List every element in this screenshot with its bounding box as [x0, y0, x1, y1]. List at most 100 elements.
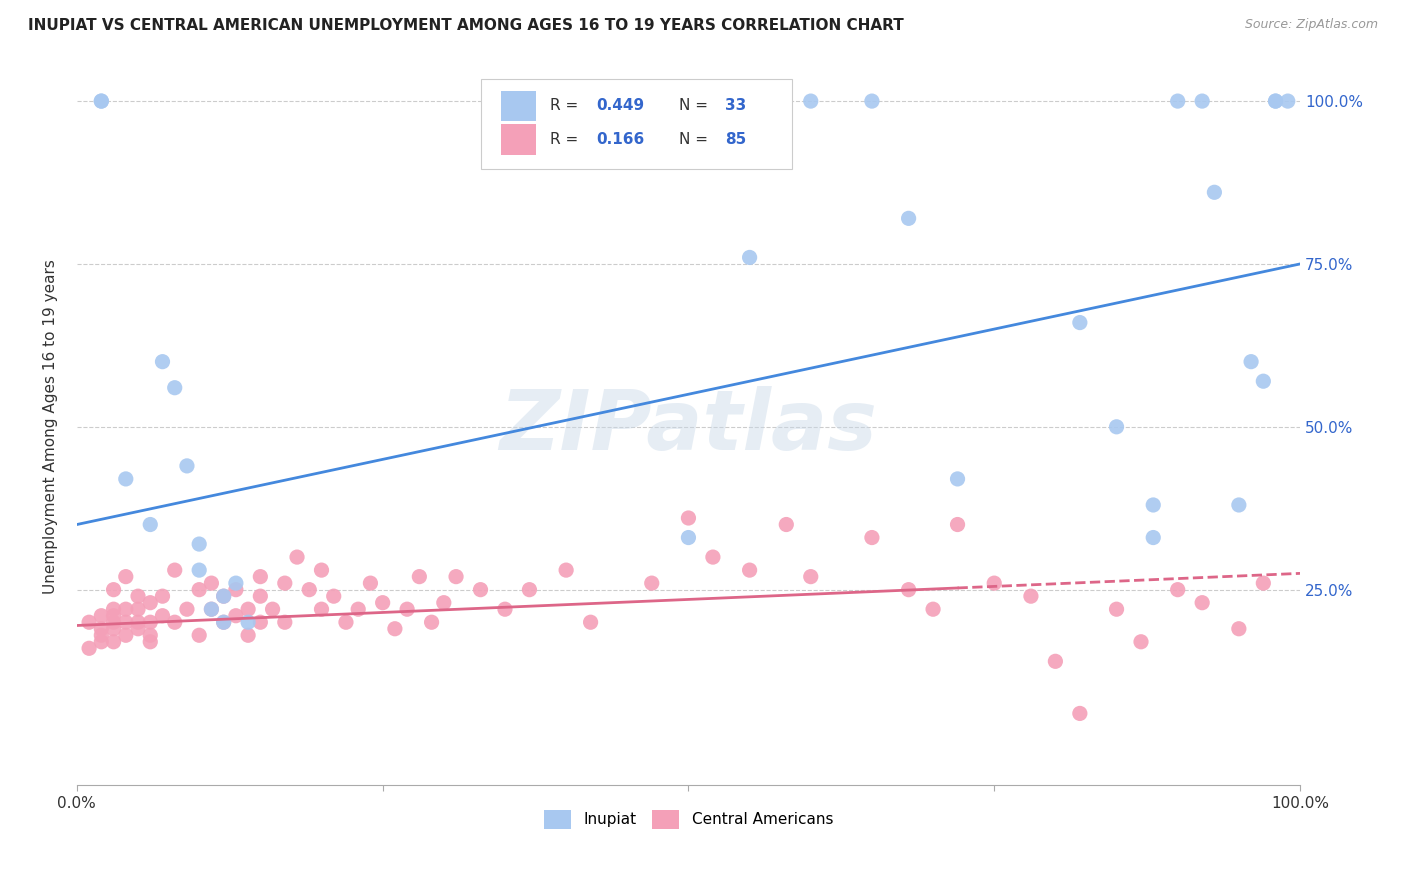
Point: [212, 589, 235, 603]
Point: [738, 563, 761, 577]
Text: 33: 33: [725, 98, 747, 113]
Point: [897, 582, 920, 597]
Point: [1253, 576, 1275, 591]
Point: [212, 615, 235, 630]
Point: [494, 602, 516, 616]
Point: [1045, 654, 1067, 668]
Text: R =: R =: [550, 132, 583, 147]
Point: [470, 582, 492, 597]
Point: [1277, 94, 1299, 108]
Point: [262, 602, 284, 616]
Point: [1069, 706, 1091, 721]
Point: [114, 628, 136, 642]
Point: [77, 641, 100, 656]
Point: [176, 602, 198, 616]
Point: [103, 602, 125, 616]
Point: [1240, 354, 1263, 368]
Point: [139, 634, 162, 648]
Point: [298, 582, 321, 597]
Point: [236, 628, 259, 642]
Point: [384, 622, 406, 636]
Point: [396, 602, 419, 616]
Point: [678, 511, 700, 525]
Point: [212, 589, 235, 603]
Point: [225, 582, 247, 597]
Point: [152, 608, 174, 623]
Point: [922, 602, 945, 616]
Point: [139, 596, 162, 610]
Point: [555, 563, 578, 577]
Point: [103, 615, 125, 630]
Point: [163, 563, 186, 577]
Point: [152, 589, 174, 603]
FancyBboxPatch shape: [481, 79, 793, 169]
Point: [1130, 634, 1153, 648]
Text: Source: ZipAtlas.com: Source: ZipAtlas.com: [1244, 18, 1378, 31]
Point: [1069, 316, 1091, 330]
Text: N =: N =: [679, 132, 713, 147]
Point: [444, 569, 467, 583]
Text: R =: R =: [550, 98, 583, 113]
Point: [311, 563, 333, 577]
Point: [738, 251, 761, 265]
Point: [983, 576, 1005, 591]
Point: [1253, 374, 1275, 388]
Point: [103, 608, 125, 623]
Point: [1167, 94, 1189, 108]
Point: [775, 517, 797, 532]
Point: [433, 596, 456, 610]
Point: [225, 608, 247, 623]
Point: [188, 582, 211, 597]
Point: [90, 94, 112, 108]
Point: [860, 94, 883, 108]
Point: [1019, 589, 1042, 603]
Point: [114, 602, 136, 616]
Point: [114, 569, 136, 583]
Point: [1191, 596, 1213, 610]
Point: [1264, 94, 1286, 108]
Point: [249, 615, 271, 630]
Point: [139, 517, 162, 532]
Point: [163, 381, 186, 395]
FancyBboxPatch shape: [502, 124, 536, 154]
Point: [1204, 186, 1226, 200]
Point: [311, 602, 333, 616]
Text: 85: 85: [725, 132, 747, 147]
Point: [371, 596, 394, 610]
Point: [274, 576, 297, 591]
Point: [946, 472, 969, 486]
Point: [90, 608, 112, 623]
Point: [152, 354, 174, 368]
Point: [200, 602, 222, 616]
Point: [800, 94, 823, 108]
Point: [200, 576, 222, 591]
Point: [335, 615, 357, 630]
Point: [236, 602, 259, 616]
Point: [702, 550, 724, 565]
Point: [176, 458, 198, 473]
Point: [90, 628, 112, 642]
Point: [579, 615, 602, 630]
Point: [90, 94, 112, 108]
Point: [860, 531, 883, 545]
Point: [678, 531, 700, 545]
Point: [408, 569, 430, 583]
Point: [1227, 498, 1250, 512]
Point: [1142, 531, 1164, 545]
Point: [114, 615, 136, 630]
Point: [1105, 602, 1128, 616]
Y-axis label: Unemployment Among Ages 16 to 19 years: Unemployment Among Ages 16 to 19 years: [44, 260, 58, 594]
Point: [163, 615, 186, 630]
Point: [274, 615, 297, 630]
Point: [188, 628, 211, 642]
Point: [641, 576, 664, 591]
Point: [90, 622, 112, 636]
Point: [127, 622, 149, 636]
Point: [897, 211, 920, 226]
Point: [1167, 582, 1189, 597]
Point: [322, 589, 344, 603]
Point: [519, 582, 541, 597]
Point: [200, 602, 222, 616]
Point: [1227, 622, 1250, 636]
Point: [249, 569, 271, 583]
